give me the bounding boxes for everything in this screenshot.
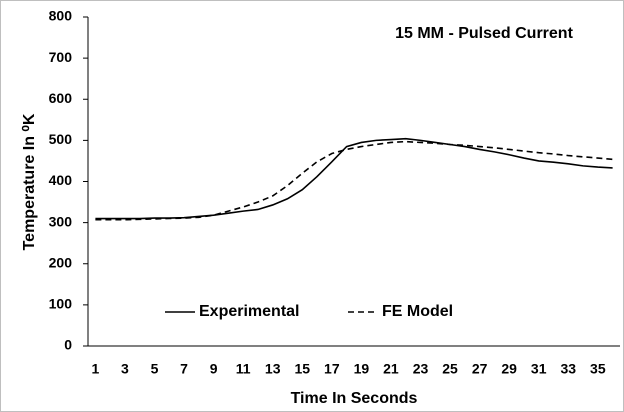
x-tick-label: 17: [324, 361, 340, 377]
x-tick-label: 29: [501, 361, 517, 377]
legend-label: Experimental: [199, 303, 299, 320]
y-tick-label: 100: [49, 296, 73, 312]
x-tick-label: 5: [151, 361, 159, 377]
x-tick-label: 13: [265, 361, 281, 377]
y-tick-label: 400: [49, 172, 73, 188]
y-tick-label: 300: [49, 213, 73, 229]
y-tick-label: 700: [49, 49, 73, 65]
legend-label: FE Model: [382, 303, 453, 320]
y-axis-title: Temperature In ⁰K: [21, 113, 38, 250]
x-tick-label: 9: [210, 361, 218, 377]
y-tick-label: 500: [49, 131, 73, 147]
x-tick-label: 7: [180, 361, 188, 377]
y-tick-label: 0: [64, 337, 72, 353]
x-tick-label: 27: [472, 361, 488, 377]
y-tick-label: 600: [49, 90, 73, 106]
x-tick-label: 1: [91, 361, 99, 377]
x-axis-title: Time In Seconds: [291, 390, 418, 407]
x-tick-label: 19: [354, 361, 370, 377]
series-line: [95, 137, 613, 220]
x-tick-label: 31: [531, 361, 547, 377]
x-tick-label: 25: [442, 361, 458, 377]
x-tick-label: 23: [413, 361, 429, 377]
chart-title: 15 MM - Pulsed Current: [395, 25, 573, 42]
x-tick-label: 21: [383, 361, 399, 377]
x-tick-label: 15: [294, 361, 310, 377]
x-tick-label: 3: [121, 361, 129, 377]
x-tick-label: 11: [236, 361, 251, 377]
x-tick-label: 35: [590, 361, 606, 377]
x-tick-label: 33: [560, 361, 576, 377]
y-tick-label: 800: [49, 8, 73, 24]
y-tick-label: 200: [49, 254, 73, 270]
